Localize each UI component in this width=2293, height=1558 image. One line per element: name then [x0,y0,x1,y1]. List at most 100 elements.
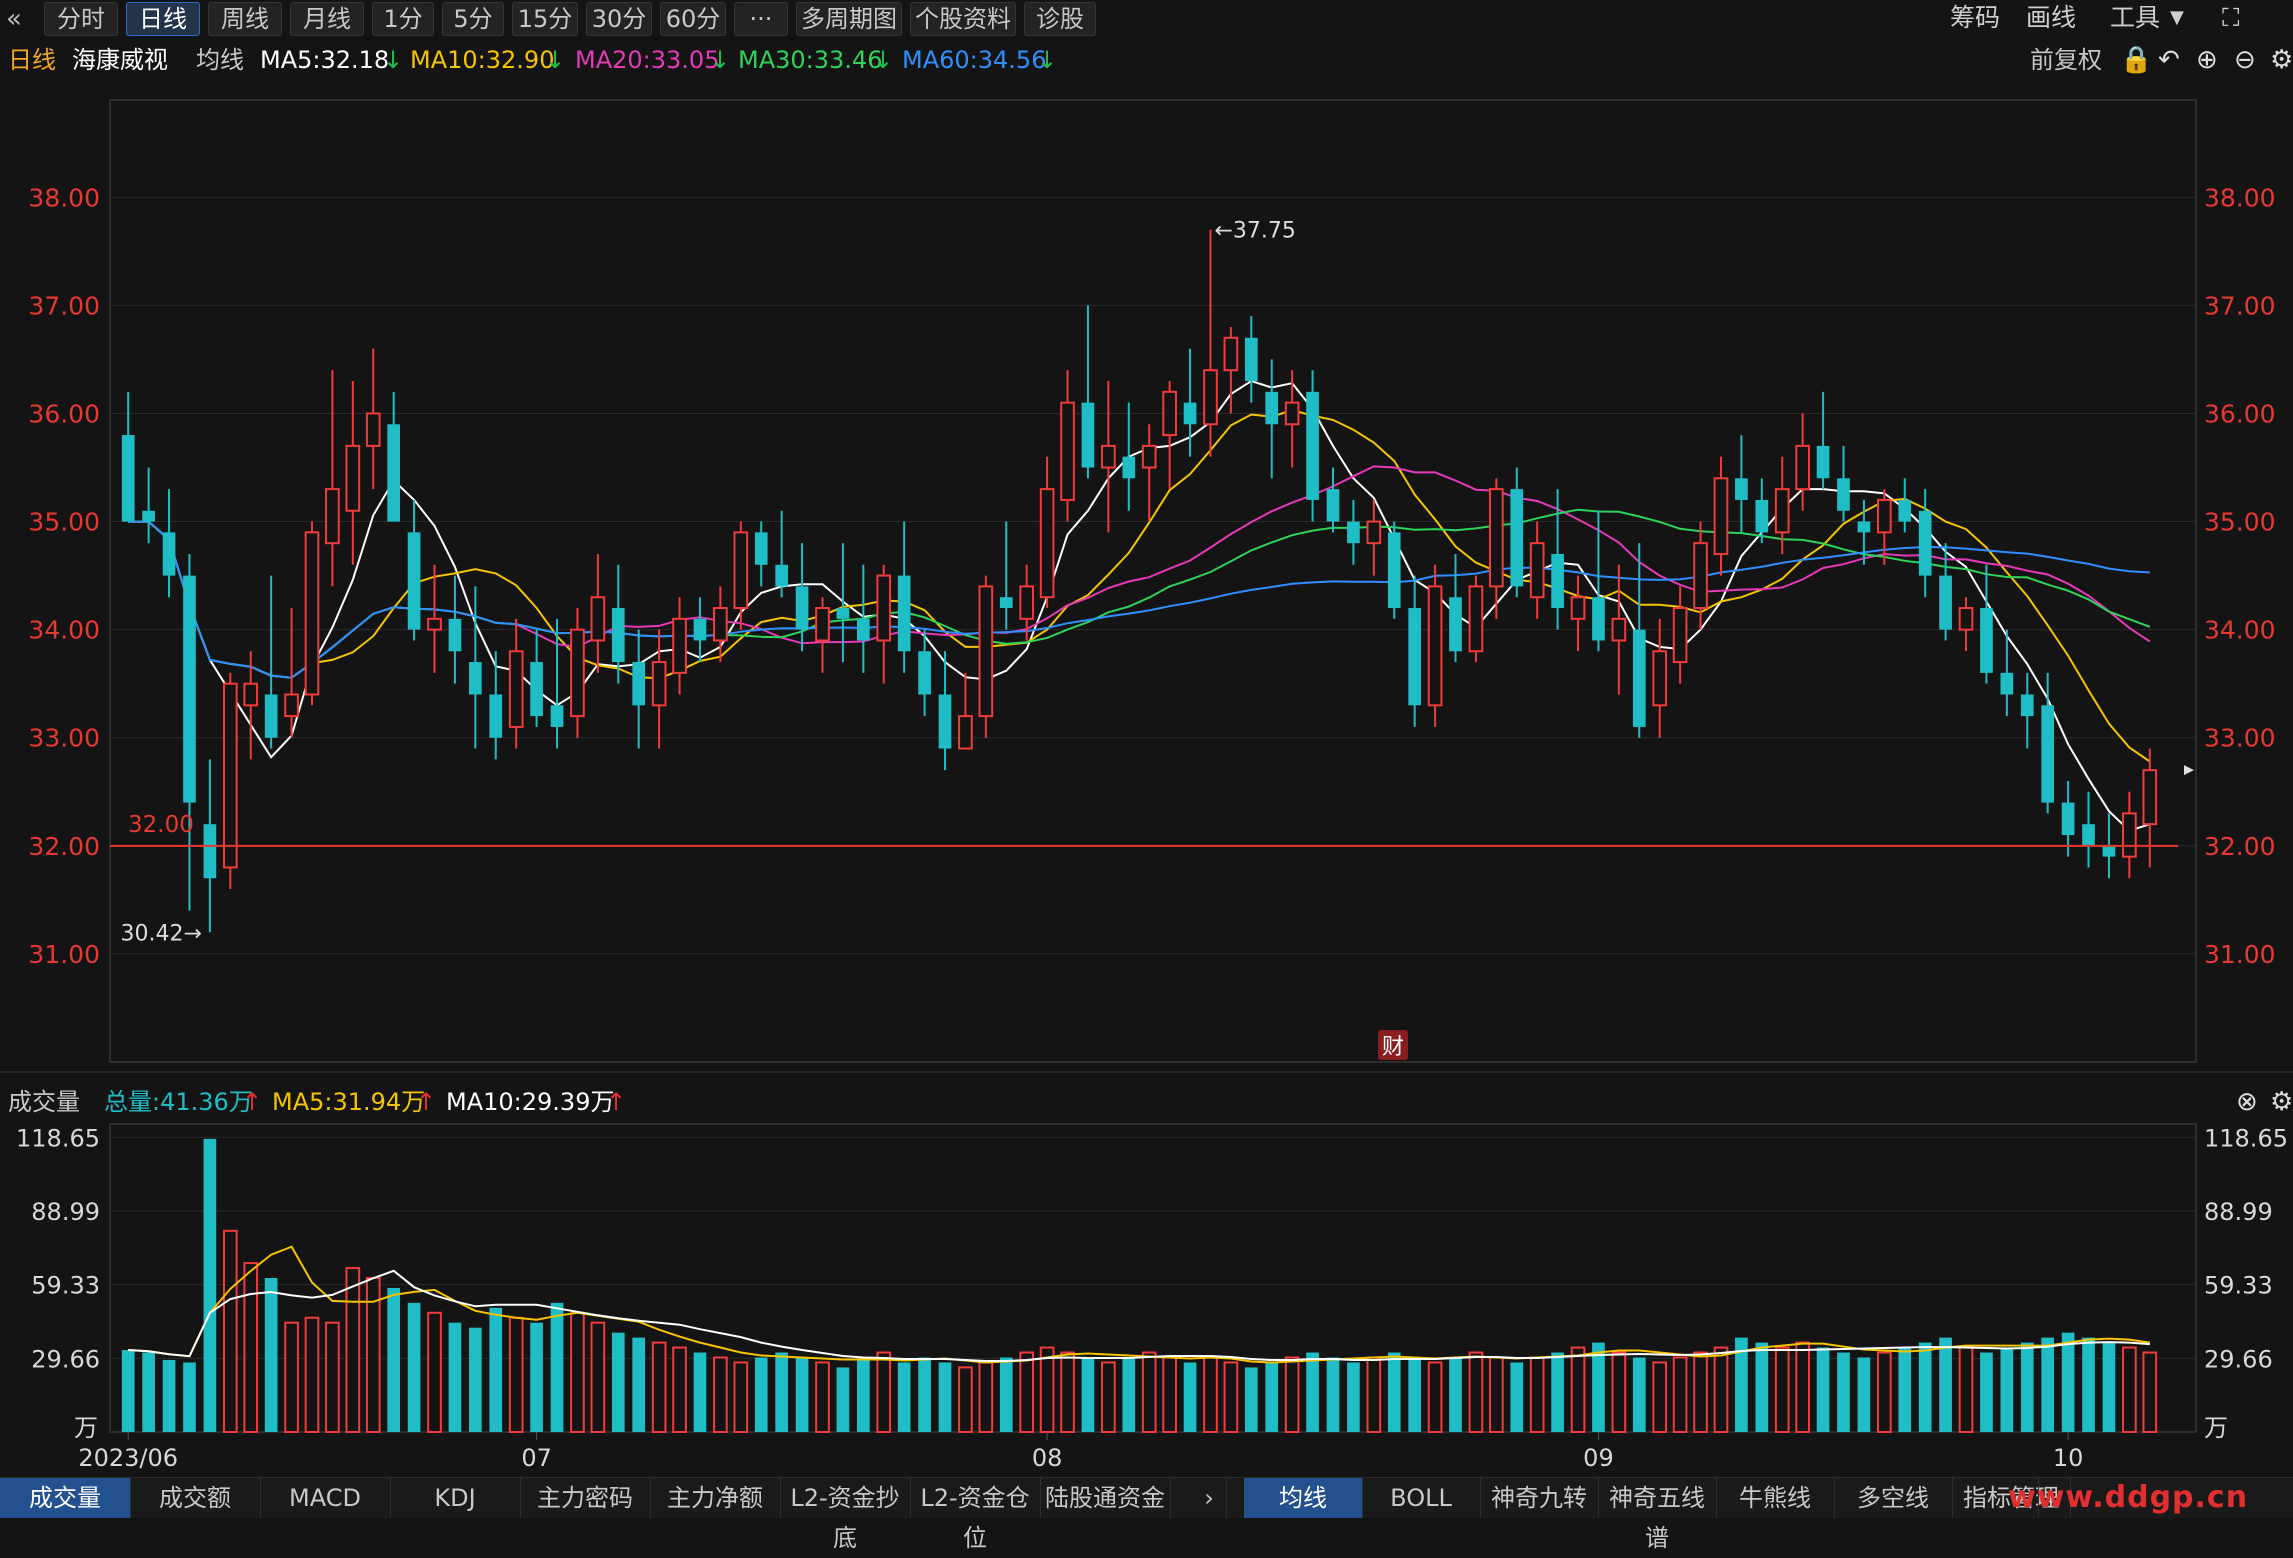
tab-left-4[interactable]: 主力密码 [520,1478,651,1518]
indicator-name[interactable]: 均线 [196,46,244,74]
volume-bar [958,1366,973,1433]
period-button-6[interactable]: 15分 [512,2,578,36]
period-button-4[interactable]: 1分 [372,2,434,36]
tab-left-8[interactable]: 陆股通资金 [1040,1478,1171,1518]
candle-body [2020,694,2034,717]
double-chevron-left-icon[interactable]: « [6,4,22,34]
x-tick-label: 2023/06 [78,1444,178,1472]
volume-bar [183,1362,196,1432]
tab-left-3[interactable]: KDJ [390,1478,521,1518]
volume-ma5: MA5:31.94万 [272,1088,426,1116]
candle-body [1632,629,1646,727]
volume-ma5-line [128,1245,2150,1364]
volume-bar [1876,1351,1892,1433]
period-button-2[interactable]: 周线 [208,2,282,36]
zoom-in-icon[interactable]: ⊕ [2196,45,2218,75]
tab-right-0[interactable]: 均线 [1244,1478,1363,1518]
lock-icon[interactable]: 🔒 [2120,45,2153,75]
candle-body [1326,489,1340,522]
kline-chart[interactable]: 38.00 38.00 37.00 37.00 36.00 36.00 35.00 35.00… [0,0,2293,1517]
tab-left-0[interactable]: 成交量 [0,1478,131,1518]
price-tick-right: 31.00 [2204,940,2276,969]
volume-bar [918,1357,931,1432]
period-button-9[interactable]: ··· [734,2,788,36]
period-button-8[interactable]: 60分 [660,2,726,36]
tab-right-2[interactable]: 神奇九转 [1480,1478,1599,1518]
tools-button[interactable]: 工具 [2110,3,2161,32]
chevron-down-icon[interactable]: ▼ [2170,7,2184,28]
volume-bar [1244,1367,1258,1432]
tab-left-6[interactable]: L2-资金抄底 [780,1478,911,1552]
candle-body [1101,444,1116,469]
volume-bar [448,1322,462,1432]
volume-bar [550,1302,564,1432]
candle-body [407,532,421,630]
volume-bar [713,1356,728,1434]
volume-bar [1510,1362,1524,1432]
period-button-11[interactable]: 个股资料 [910,2,1016,36]
chips-button[interactable]: 筹码 [1950,3,2001,32]
tab-left-7[interactable]: L2-资金仓位 [910,1478,1041,1552]
arrow-down-icon: ↓ [710,46,731,74]
period-button-5[interactable]: 5分 [442,2,504,36]
volume-bar [243,1262,259,1434]
chevron-right-icon[interactable]: › [2004,1478,2039,1518]
watermark: www.ddgp.cn [2008,1480,2249,1515]
period-button-10[interactable]: 多周期图 [796,2,902,36]
tab-right-3[interactable]: 神奇五线谱 [1598,1478,1717,1552]
draw-button[interactable]: 画线 [2026,3,2077,32]
volume-bar [1857,1357,1871,1432]
tab-left-1[interactable]: 成交额 [130,1478,261,1518]
candle-body [897,575,911,652]
ma5-line [128,379,2151,832]
expand-icon[interactable]: ⛶ [2222,3,2240,32]
volume-bar [530,1322,543,1432]
x-tick-label: 10 [2053,1444,2084,1472]
candle-body [1980,608,1993,673]
tab-left-2[interactable]: MACD [260,1478,391,1518]
period-button-0[interactable]: 分时 [44,2,118,36]
tab-right-1[interactable]: BOLL [1362,1478,1481,1518]
zoom-out-icon[interactable]: ⊖ [2234,45,2256,75]
candle-body [1898,499,1912,522]
candle-body [1019,585,1035,620]
period-label: 日线 [8,46,56,74]
candle-body [651,661,667,707]
price-tick-left: 35.00 [28,508,100,537]
period-button-3[interactable]: 月线 [290,2,364,36]
gear-icon[interactable]: ⚙ [2270,45,2293,75]
price-tick-left: 33.00 [28,724,100,753]
volume-bar [1203,1356,1218,1434]
chevron-right-icon[interactable]: › [1192,1478,1227,1518]
volume-bar [1366,1356,1382,1434]
volume-bar [1223,1361,1239,1434]
tab-left-5[interactable]: 主力净额 [650,1478,781,1518]
candle-body [1141,444,1157,469]
candle-body [733,531,749,610]
candle-body [1265,391,1279,425]
volume-bar [325,1321,340,1434]
undo-icon[interactable]: ↶ [2158,45,2180,75]
candle-body [489,694,503,738]
period-button-1[interactable]: 日线 [126,2,200,36]
gear-icon[interactable]: ⚙ [2270,1087,2293,1117]
ma20-value: MA20:33.05 [575,46,720,74]
adjust-select[interactable]: 前复权 [2030,46,2102,74]
candle-body [530,662,543,717]
volume-unit-left: 万 [74,1414,98,1442]
candle-body [1081,402,1095,468]
volume-bar [427,1311,442,1433]
volume-bar [570,1311,585,1433]
period-button-7[interactable]: 30分 [586,2,652,36]
tab-right-4[interactable]: 牛熊线 [1716,1478,1835,1518]
candle-body [938,694,952,749]
indicator-tabs: 成交量 成交额 MACD KDJ 主力密码 主力净额 L2-资金抄底 L2-资金仓位 陆股通资金… [0,1477,2293,1552]
tab-right-5[interactable]: 多空线 [1834,1478,1953,1518]
period-button-12[interactable]: 诊股 [1024,2,1096,36]
volume-bar [1980,1352,1993,1432]
candle-body [1203,369,1218,426]
current-price-marker [2184,765,2194,776]
volume-bar [162,1359,176,1432]
tab-right-6[interactable]: 指标管理 [1952,1478,2071,1518]
close-icon[interactable]: ⊗ [2236,1087,2258,1117]
